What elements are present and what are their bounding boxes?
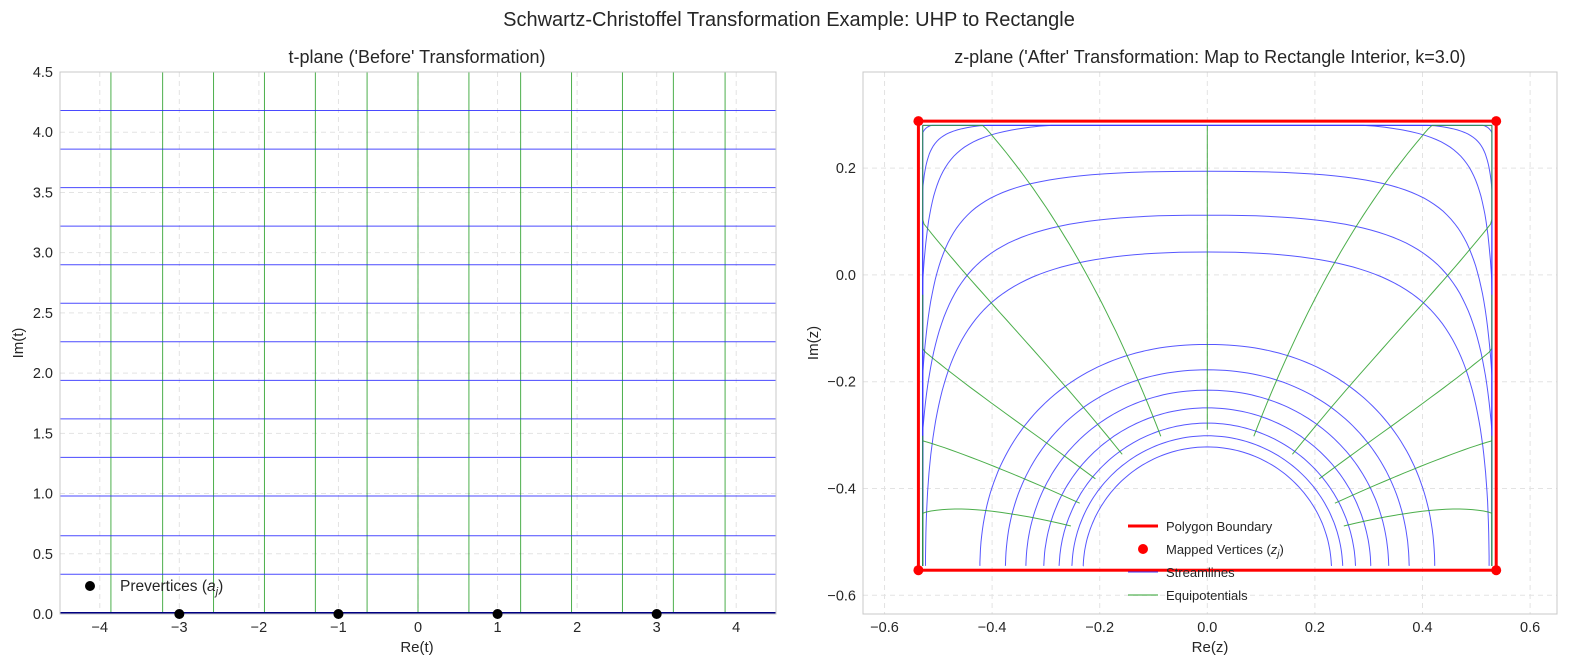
t-plane-prevertex-point <box>492 609 503 619</box>
t-plane-lines <box>60 72 776 614</box>
z-plane-equipotential <box>1318 294 1493 480</box>
z-plane-xticks: −0.6 −0.4 −0.2 0.0 0.2 0.4 0.6 <box>870 620 1540 636</box>
t-plane-yticks: 0.0 0.5 1.0 1.5 2.0 2.5 3.0 3.5 4.0 4.5 <box>33 65 53 623</box>
t-plane-ytick-label: 1.5 <box>33 426 53 442</box>
t-plane-ytick-label: 2.5 <box>33 306 53 322</box>
z-plane-ylabel: Im(z) <box>805 326 822 360</box>
t-plane-xtick-label: −1 <box>330 620 347 636</box>
z-plane-ytick-label: 0.0 <box>836 268 856 284</box>
z-plane-equipotential <box>922 125 1123 455</box>
z-plane-equipotential <box>1343 508 1493 566</box>
z-plane-streamline <box>1082 446 1332 567</box>
z-plane-legend-label: Mapped Vertices (zj) <box>1166 542 1284 560</box>
t-plane-xtick-label: 0 <box>414 620 422 636</box>
z-plane-legend-label: Polygon Boundary <box>1166 519 1273 534</box>
z-plane-equipotential <box>922 508 1072 566</box>
z-plane-xtick-label: −0.4 <box>978 620 1007 636</box>
t-plane-grid <box>60 71 776 615</box>
t-plane-xtick-label: −2 <box>251 620 268 636</box>
t-plane-ytick-label: 4.0 <box>33 125 53 141</box>
t-plane-xtick-label: −3 <box>171 620 188 636</box>
t-plane-xtick-label: 2 <box>573 620 581 636</box>
t-plane-ytick-label: 1.0 <box>33 487 53 503</box>
z-plane-mapped-vertex <box>1491 565 1502 576</box>
z-plane-xtick-label: −0.2 <box>1085 620 1114 636</box>
t-plane-xticks: −4 −3 −2 −1 0 1 2 3 4 <box>92 620 741 636</box>
z-plane-equipotential <box>922 294 1096 480</box>
z-plane-legend-label: Streamlines <box>1166 565 1235 580</box>
t-plane-ytick-label: 0.5 <box>33 547 53 563</box>
t-plane-prevertex-point <box>174 609 185 619</box>
t-plane-ytick-label: 2.0 <box>33 366 53 382</box>
z-plane-ytick-label: −0.4 <box>827 482 856 498</box>
z-plane-equipotential <box>922 435 1080 566</box>
t-plane-legend-label: Prevertices (aj) <box>120 578 223 598</box>
t-plane-prevertex-point <box>651 609 662 619</box>
z-plane-equipotential <box>1292 125 1493 455</box>
z-plane-mapped-vertex <box>913 565 924 576</box>
z-plane-xtick-label: −0.6 <box>870 620 899 636</box>
z-plane-yticks: −0.6 −0.4 −0.2 0.0 0.2 <box>827 161 856 604</box>
z-plane-grid <box>863 72 1557 614</box>
z-plane-streamline <box>1071 435 1344 566</box>
z-plane-mapped-vertex <box>913 116 924 127</box>
t-plane-axes-frame <box>59 71 777 615</box>
t-plane-panel: t-plane ('Before' Transformation) −4 −3 −2… <box>10 47 777 656</box>
z-plane-ytick-label: −0.6 <box>827 588 856 604</box>
t-plane-legend: Prevertices (aj) <box>85 578 223 598</box>
z-plane-equipotential <box>1253 124 1492 437</box>
t-plane-xtick-label: 4 <box>732 620 740 636</box>
z-plane-xtick-label: 0.0 <box>1197 620 1217 636</box>
t-plane-xtick-label: 1 <box>494 620 502 636</box>
z-plane-lines <box>922 124 1493 567</box>
t-plane-ytick-label: 0.0 <box>33 607 53 623</box>
t-plane-prevertex-point <box>333 609 344 619</box>
figure-title: Schwartz-Christoffel Transformation Exam… <box>503 9 1075 31</box>
t-plane-prevertices <box>174 609 662 619</box>
z-plane-title: z-plane ('After' Transformation: Map to … <box>954 47 1466 67</box>
z-plane-panel: z-plane ('After' Transformation: Map to … <box>805 47 1558 656</box>
z-plane-ytick-label: 0.2 <box>836 161 856 177</box>
z-plane-axes-frame <box>862 71 1558 615</box>
z-plane-legend-vertex-swatch <box>1138 544 1148 554</box>
t-plane-ylabel: Im(t) <box>10 328 27 359</box>
z-plane-xlabel: Re(z) <box>1192 639 1229 656</box>
t-plane-ytick-label: 3.5 <box>33 185 53 201</box>
t-plane-xtick-label: −4 <box>92 620 109 636</box>
z-plane-xtick-label: 0.4 <box>1412 620 1432 636</box>
z-plane-legend-label: Equipotentials <box>1166 588 1248 603</box>
z-plane-polygon-boundary <box>916 119 1498 572</box>
z-plane-xtick-label: 0.2 <box>1305 620 1325 636</box>
t-plane-ytick-label: 4.5 <box>33 65 53 81</box>
t-plane-title: t-plane ('Before' Transformation) <box>289 47 546 67</box>
z-plane-xtick-label: 0.6 <box>1520 620 1540 636</box>
z-plane-equipotential <box>1334 435 1493 566</box>
z-plane-polygon <box>913 116 1502 576</box>
z-plane-legend: Polygon Boundary Mapped Vertices (zj) Stre… <box>1128 519 1284 603</box>
t-plane-xlabel: Re(t) <box>400 639 433 656</box>
z-plane-equipotential <box>922 124 1162 437</box>
t-plane-legend-marker <box>85 581 95 591</box>
z-plane-ytick-label: −0.2 <box>827 375 856 391</box>
t-plane-xtick-label: 3 <box>653 620 661 636</box>
t-plane-ytick-label: 3.0 <box>33 246 53 262</box>
z-plane-mapped-vertex <box>1491 116 1502 127</box>
